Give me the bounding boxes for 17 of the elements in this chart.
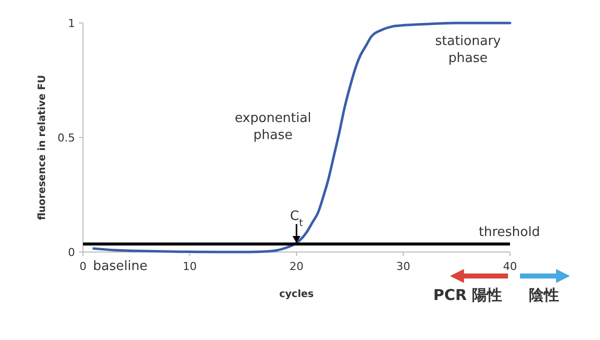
x-axis-title: cycles — [279, 289, 314, 300]
x-tick-label: 40 — [503, 260, 517, 273]
annotation: exponential phase — [234, 111, 312, 143]
y-axis-title: fluoresence in relative FU — [37, 74, 48, 220]
y-tick-label: 0.5 — [58, 131, 75, 144]
y-tick-label: 1 — [68, 16, 75, 30]
y-tick-label: 0 — [68, 246, 75, 259]
annotation: stationary phase — [435, 34, 502, 66]
text: 陰性 — [529, 286, 559, 304]
x-tick-label: 0 — [80, 260, 86, 273]
x-tick-label: 20 — [290, 260, 304, 273]
x-tick-label: 10 — [182, 260, 197, 273]
x-tick-label: 30 — [396, 260, 410, 273]
text: baseline — [93, 259, 148, 274]
text: PCR 陽性 — [433, 286, 502, 304]
ref-line-label: threshold — [478, 224, 540, 240]
annotation: C$_{t}$ — [290, 208, 304, 228]
